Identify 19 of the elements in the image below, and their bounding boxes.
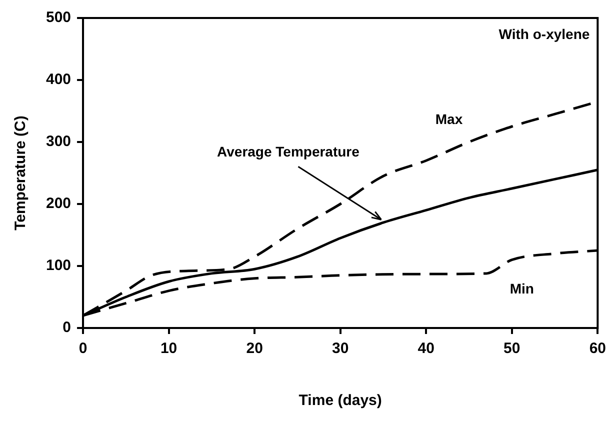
y-tick-label: 200 <box>46 195 72 212</box>
series-label: Max <box>435 110 463 127</box>
x-axis-title: Time (days) <box>298 392 382 410</box>
series-label: Min <box>510 280 534 297</box>
x-tick-label: 0 <box>78 340 88 358</box>
y-axis-title: Temperature (C) <box>12 116 30 230</box>
y-tick-label: 300 <box>46 133 72 150</box>
x-tick-label: 40 <box>418 340 434 358</box>
x-tick-label: 20 <box>246 340 263 358</box>
y-tick-label: 0 <box>62 319 72 336</box>
x-tick-label: 50 <box>504 340 520 358</box>
x-tick-label: 10 <box>160 340 178 358</box>
x-tick-label: 60 <box>589 340 606 358</box>
text: Average Temperature <box>217 143 360 160</box>
y-tick-label: 100 <box>46 257 72 274</box>
y-tick-label: 400 <box>46 71 72 88</box>
y-tick-label: 500 <box>46 9 72 26</box>
annotation: With o-xylene <box>498 26 590 42</box>
x-tick-label: 30 <box>332 340 349 358</box>
